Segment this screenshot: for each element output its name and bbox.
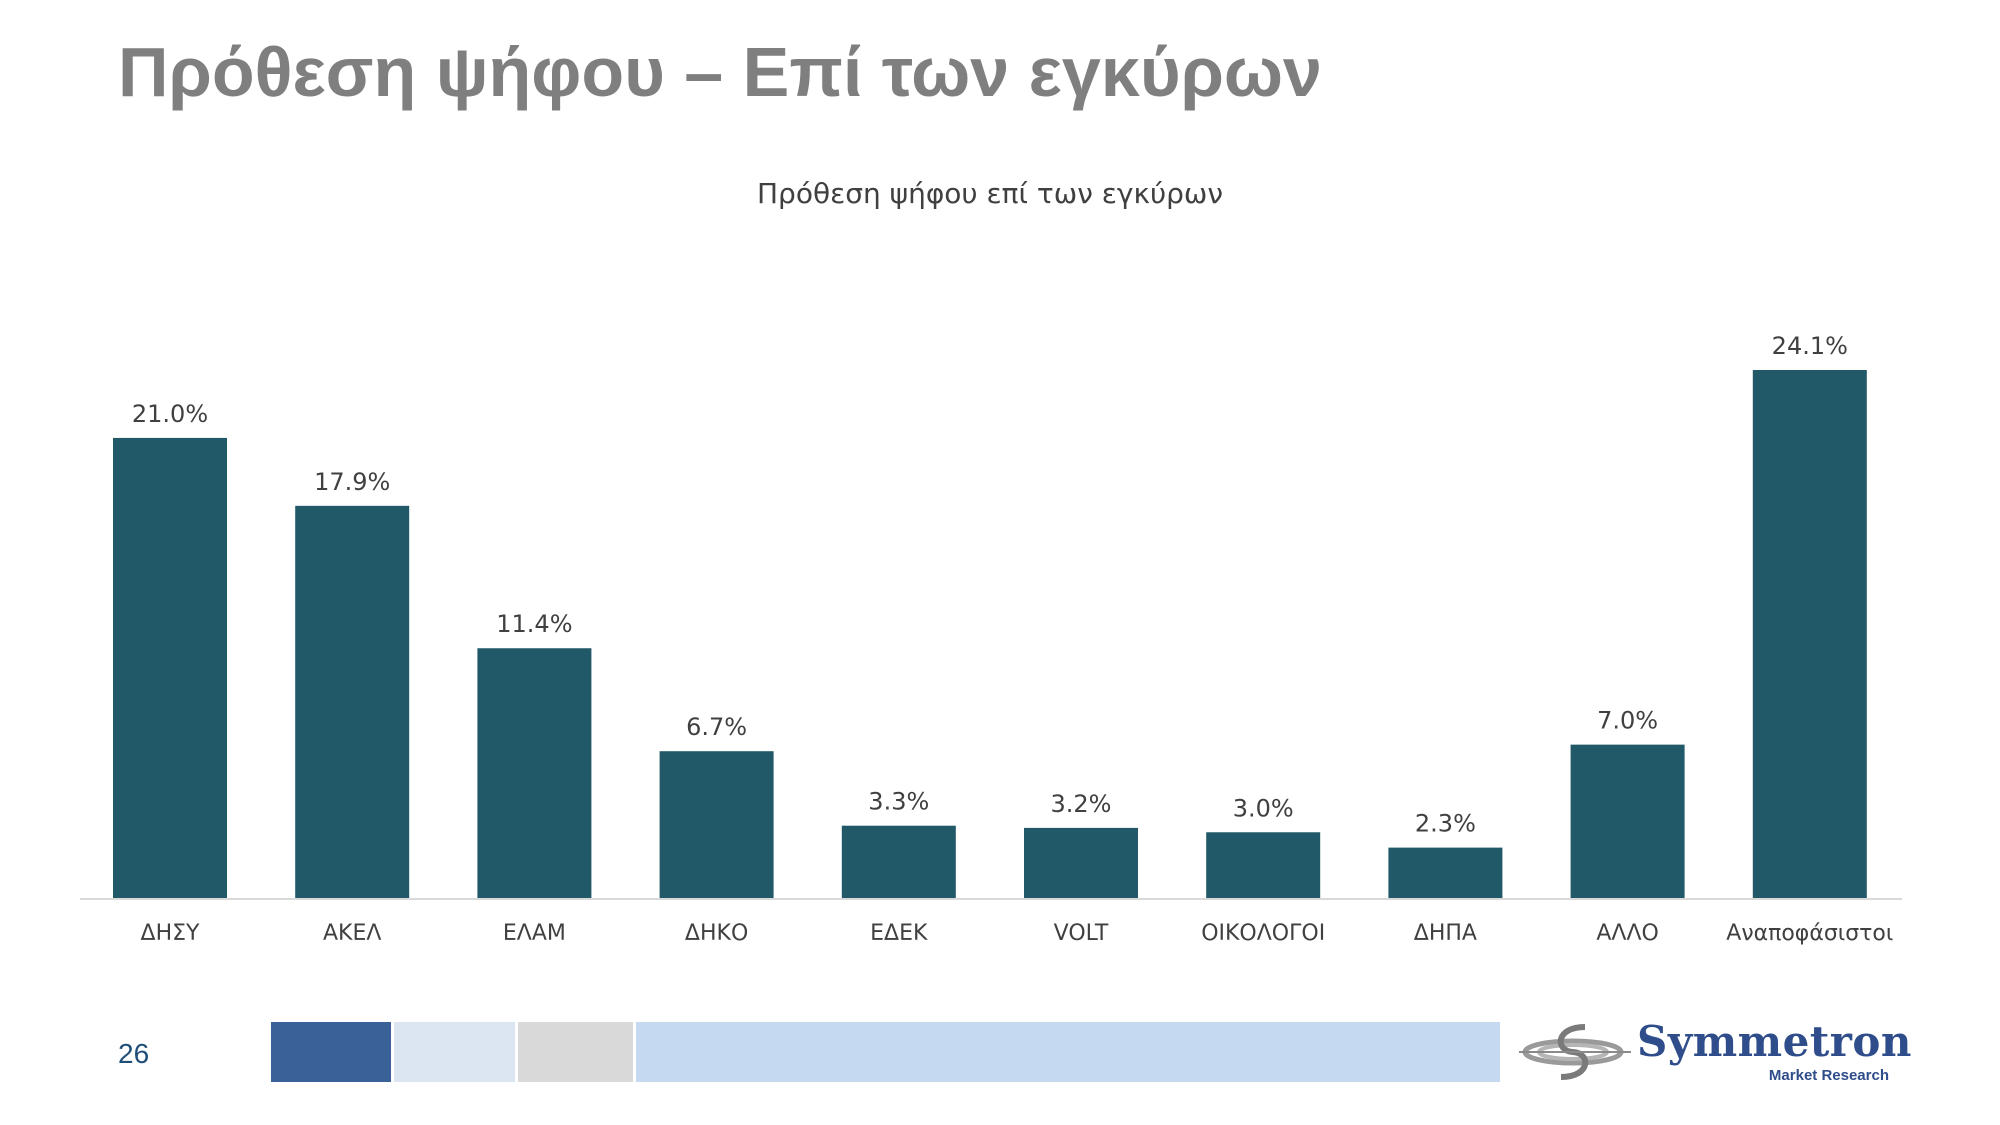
data-label-ΕΔΕΚ: 3.3% <box>868 788 929 816</box>
category-label-ΑΚΕΛ: ΑΚΕΛ <box>323 921 381 946</box>
category-label-Αναποφάσιστοι: Αναποφάσιστοι <box>1726 921 1893 946</box>
footer-strip-light <box>636 1022 1500 1082</box>
data-label-VOLT: 3.2% <box>1051 790 1112 818</box>
data-label-ΟΙΚΟΛΟΓΟΙ: 3.0% <box>1233 794 1294 822</box>
data-label-ΕΛΑΜ: 11.4% <box>496 610 572 638</box>
slide-title: Πρόθεση ψήφου – Επί των εγκύρων <box>118 33 1322 111</box>
bars-group: 21.0% ΔΗΣΥ 17.9% ΑΚΕΛ 11.4% ΕΛΑΜ 6.7% ΔΗΚΟ 3.3% Ε… <box>113 332 1893 946</box>
category-label-ΔΗΠΑ: ΔΗΠΑ <box>1414 921 1477 946</box>
category-label-ΕΔΕΚ: ΕΔΕΚ <box>870 921 928 946</box>
data-label-ΑΛΛΟ: 7.0% <box>1597 707 1658 735</box>
category-label-ΟΙΚΟΛΟΓΟΙ: ΟΙΚΟΛΟΓΟΙ <box>1201 921 1325 946</box>
footer-strip-gray <box>518 1022 633 1082</box>
swirl-logo-icon <box>1519 1024 1631 1080</box>
data-label-ΔΗΚΟ: 6.7% <box>686 713 747 741</box>
data-label-Αναποφάσιστοι: 24.1% <box>1772 332 1848 360</box>
bar-chart: Πρόθεση ψήφου επί των εγκύρων 21.0% ΔΗΣΥ 1… <box>80 177 1902 946</box>
footer-strip-blue <box>271 1022 391 1082</box>
symmetron-logo: Symmetron Market Research <box>1515 1015 1911 1090</box>
category-label-ΕΛΑΜ: ΕΛΑΜ <box>503 921 566 946</box>
bar-ΔΗΠΑ <box>1388 847 1503 898</box>
bar-ΔΗΣΥ <box>113 437 227 898</box>
category-label-ΑΛΛΟ: ΑΛΛΟ <box>1596 921 1658 946</box>
bar-Αναποφάσιστοι <box>1752 370 1867 898</box>
page-number: 26 <box>118 1038 150 1069</box>
data-label-ΑΚΕΛ: 17.9% <box>314 468 390 496</box>
category-label-VOLT: VOLT <box>1054 921 1109 946</box>
data-label-ΔΗΣΥ: 21.0% <box>132 400 208 428</box>
data-label-ΔΗΠΑ: 2.3% <box>1415 810 1476 838</box>
chart-title: Πρόθεση ψήφου επί των εγκύρων <box>757 177 1223 210</box>
bar-ΟΙΚΟΛΟΓΟΙ <box>1206 832 1321 898</box>
bar-ΕΛΑΜ <box>477 648 592 898</box>
bar-VOLT <box>1024 827 1138 898</box>
bar-ΔΗΚΟ <box>659 751 774 898</box>
bar-ΑΛΛΟ <box>1570 744 1685 898</box>
bar-ΑΚΕΛ <box>295 505 410 898</box>
category-label-ΔΗΚΟ: ΔΗΚΟ <box>685 921 748 946</box>
footer-strip-pale <box>394 1022 515 1082</box>
logo-tagline: Market Research <box>1768 1067 1889 1084</box>
category-label-ΔΗΣΥ: ΔΗΣΥ <box>141 921 200 946</box>
logo-wordmark: Symmetron <box>1637 1017 1912 1066</box>
bar-ΕΔΕΚ <box>841 825 956 898</box>
